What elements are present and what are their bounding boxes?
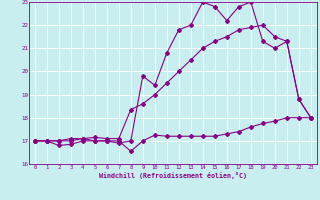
X-axis label: Windchill (Refroidissement éolien,°C): Windchill (Refroidissement éolien,°C) [99,172,247,179]
